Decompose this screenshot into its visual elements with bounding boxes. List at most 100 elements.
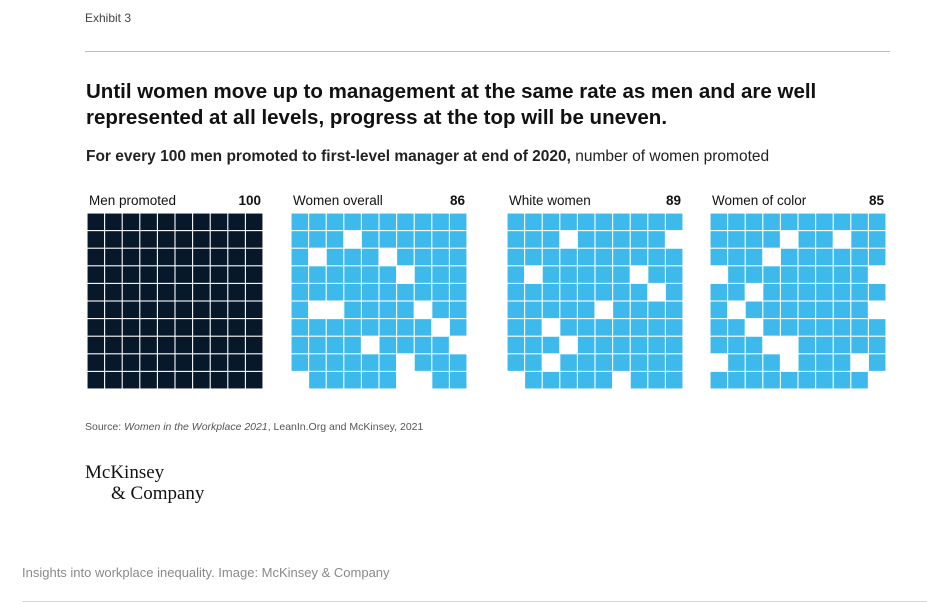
waffle-cell: [379, 354, 397, 371]
waffle-cell: [326, 231, 344, 248]
waffle-cell: [175, 301, 193, 319]
waffle-cell: [291, 231, 309, 248]
waffle-cell: [228, 336, 245, 354]
waffle-cell: [379, 319, 397, 336]
waffle-cell: [210, 354, 228, 371]
waffle-cell: [745, 266, 763, 283]
waffle-cell: [613, 248, 630, 266]
waffle-cell: [228, 319, 245, 336]
waffle-cell: [140, 213, 157, 231]
waffle-cell: [851, 319, 868, 336]
waffle-cell: [542, 301, 560, 319]
waffle-cell: [175, 336, 193, 354]
waffle-cell: [595, 336, 613, 354]
waffle-cell: [210, 266, 228, 283]
waffle-cell: [665, 319, 683, 336]
waffle-cell: [309, 319, 326, 336]
waffle-cell: [525, 319, 542, 336]
waffle-cell: [665, 213, 683, 231]
waffle-cell: [87, 248, 105, 266]
waffle-cell: [228, 266, 245, 283]
waffle-cell: [140, 248, 157, 266]
waffle-cell: [449, 354, 467, 371]
waffle-cell: [507, 301, 525, 319]
waffle-cell: [309, 371, 326, 389]
waffle-cell: [613, 213, 630, 231]
waffle-cell: [175, 319, 193, 336]
waffle-cell: [245, 336, 263, 354]
waffle-cell: [157, 266, 175, 283]
waffle-cell: [665, 283, 683, 301]
waffle-cell: [344, 371, 361, 389]
waffle-cell: [245, 266, 263, 283]
waffle-grid-white-women: [507, 213, 683, 389]
panel-value: 100: [238, 193, 261, 208]
waffle-cell: [745, 213, 763, 231]
waffle-cell: [542, 371, 560, 389]
waffle-cell: [613, 336, 630, 354]
waffle-cell: [851, 283, 868, 301]
waffle-cell: [87, 266, 105, 283]
waffle-cell: [245, 231, 263, 248]
waffle-cell: [613, 231, 630, 248]
waffle-cell: [87, 283, 105, 301]
mckinsey-logo: McKinsey & Company: [85, 462, 204, 504]
waffle-cell: [228, 371, 245, 389]
waffle-cell: [157, 283, 175, 301]
waffle-cell: [414, 231, 432, 248]
waffle-cell: [379, 283, 397, 301]
waffle-cell: [87, 301, 105, 319]
waffle-cell: [763, 266, 780, 283]
waffle-cell: [798, 231, 816, 248]
waffle-cell: [87, 213, 105, 231]
waffle-cell: [291, 354, 309, 371]
waffle-cell: [449, 248, 467, 266]
subhead-bold: For every 100 men promoted to first-leve…: [86, 148, 571, 165]
waffle-cell: [595, 371, 613, 389]
waffle-cell: [630, 336, 648, 354]
waffle-cell: [379, 213, 397, 231]
waffle-cell: [291, 319, 309, 336]
waffle-cell: [414, 266, 432, 283]
waffle-cell: [798, 301, 816, 319]
waffle-cell: [763, 354, 780, 371]
waffle-cell: [432, 354, 449, 371]
waffle-cell: [780, 319, 798, 336]
waffle-cell: [379, 371, 397, 389]
waffle-cell: [816, 319, 833, 336]
waffle-cell: [630, 213, 648, 231]
waffle-cell: [745, 336, 763, 354]
waffle-cell: [105, 336, 122, 354]
waffle-cell: [210, 213, 228, 231]
waffle-cell: [595, 248, 613, 266]
waffle-cell: [245, 319, 263, 336]
waffle-cell: [798, 266, 816, 283]
waffle-cell: [449, 213, 467, 231]
waffle-cell: [868, 336, 886, 354]
waffle-cell: [648, 213, 665, 231]
waffle-cell: [432, 283, 449, 301]
waffle-cell: [140, 231, 157, 248]
waffle-cell: [291, 213, 309, 231]
waffle-cell: [833, 336, 851, 354]
waffle-cell: [577, 354, 595, 371]
waffle-cell: [140, 336, 157, 354]
waffle-cell: [397, 283, 414, 301]
waffle-cell: [833, 354, 851, 371]
waffle-cell: [344, 319, 361, 336]
waffle-cell: [414, 248, 432, 266]
waffle-cell: [105, 354, 122, 371]
waffle-cell: [344, 248, 361, 266]
waffle-cell: [780, 283, 798, 301]
waffle-cell: [710, 336, 728, 354]
waffle-cell: [630, 354, 648, 371]
waffle-cell: [122, 266, 140, 283]
waffle-panel-white-women: White women 89: [507, 190, 683, 389]
waffle-cell: [577, 301, 595, 319]
waffle-cell: [344, 283, 361, 301]
waffle-cell: [228, 301, 245, 319]
waffle-cell: [728, 354, 745, 371]
waffle-cell: [193, 371, 210, 389]
waffle-cell: [851, 371, 868, 389]
waffle-cell: [710, 231, 728, 248]
